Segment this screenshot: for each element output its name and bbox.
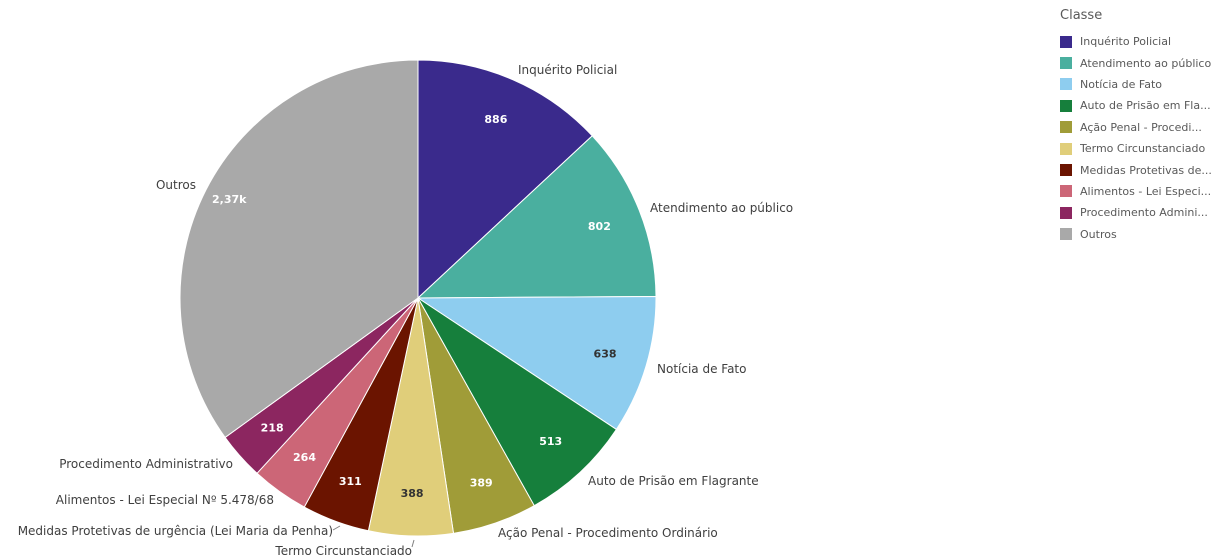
legend-item-termo-circunstanciado[interactable]: Termo Circunstanciado xyxy=(1060,138,1219,159)
legend-title: Classe xyxy=(1060,8,1103,23)
legend-swatch xyxy=(1060,164,1072,177)
category-label-inquerito-policial: Inquérito Policial xyxy=(518,63,617,77)
legend-label: Outros xyxy=(1080,227,1117,241)
legend-swatch xyxy=(1060,99,1072,112)
legend-swatch xyxy=(1060,206,1072,219)
value-label-auto-de-prisao-em-flagrante: 513 xyxy=(539,435,562,448)
legend-item-alimentos-lei-especial-n-5-478-68[interactable]: Alimentos - Lei Especi... xyxy=(1060,181,1219,202)
category-label-procedimento-administrativo: Procedimento Administrativo xyxy=(59,457,233,471)
legend-label: Atendimento ao público xyxy=(1080,56,1212,70)
legend-items: Inquérito Policial Atendimento ao público… xyxy=(1060,31,1219,245)
legend-swatch xyxy=(1060,121,1072,134)
legend: Classe Inquérito Policial Atendimento ao … xyxy=(1060,8,1219,245)
pie-slice-atendimento-ao-publico[interactable] xyxy=(416,135,657,299)
value-label-alimentos-lei-especial-n-5-478-68: 264 xyxy=(293,451,316,464)
category-label-medidas-protetivas-de-urgencia-lei-maria-da-penha: Medidas Protetivas de urgência (Lei Mari… xyxy=(18,524,333,538)
category-label-outros: Outros xyxy=(156,178,196,192)
value-label-procedimento-administrativo: 218 xyxy=(261,422,284,435)
value-label-inquerito-policial: 886 xyxy=(484,113,507,126)
pie-slice-noticia-de-fato[interactable] xyxy=(416,296,657,431)
legend-swatch xyxy=(1060,142,1072,155)
legend-label: Ação Penal - Procedi... xyxy=(1080,120,1202,134)
value-label-outros: 2,37k xyxy=(212,193,247,206)
legend-item-outros[interactable]: Outros xyxy=(1060,224,1219,245)
legend-item-inquerito-policial[interactable]: Inquérito Policial xyxy=(1060,31,1219,52)
category-label-noticia-de-fato: Notícia de Fato xyxy=(657,362,746,376)
legend-label: Alimentos - Lei Especi... xyxy=(1080,184,1212,198)
value-label-atendimento-ao-publico: 802 xyxy=(588,220,611,233)
pie-slice-auto-de-prisao-em-flagrante[interactable] xyxy=(417,297,618,507)
legend-swatch xyxy=(1060,185,1072,198)
legend-swatch xyxy=(1060,78,1072,91)
pie-slice-outros[interactable] xyxy=(179,59,419,439)
value-label-termo-circunstanciado: 388 xyxy=(401,487,424,500)
legend-swatch xyxy=(1060,35,1072,48)
legend-label: Notícia de Fato xyxy=(1080,77,1163,91)
category-label-auto-de-prisao-em-flagrante: Auto de Prisão em Flagrante xyxy=(588,474,759,488)
value-label-medidas-protetivas-de-urgencia-lei-maria-da-penha: 311 xyxy=(339,475,362,488)
pie-slice-inquerito-policial[interactable] xyxy=(417,59,593,300)
legend-label: Auto de Prisão em Fla... xyxy=(1080,99,1211,113)
legend-label: Termo Circunstanciado xyxy=(1080,142,1206,156)
legend-swatch xyxy=(1060,228,1072,241)
legend-item-atendimento-ao-publico[interactable]: Atendimento ao público xyxy=(1060,52,1219,73)
legend-item-noticia-de-fato[interactable]: Notícia de Fato xyxy=(1060,74,1219,95)
legend-label: Medidas Protetivas de... xyxy=(1080,163,1212,177)
legend-swatch xyxy=(1060,57,1072,70)
leader-line-medidas-protetivas-de-urgencia-lei-maria-da-penha xyxy=(332,525,341,531)
legend-item-auto-de-prisao-em-flagrante[interactable]: Auto de Prisão em Fla... xyxy=(1060,95,1219,116)
legend-label: Procedimento Admini... xyxy=(1080,206,1208,220)
legend-label: Inquérito Policial xyxy=(1080,35,1172,49)
legend-item-medidas-protetivas-de-urgencia-lei-maria-da-penha[interactable]: Medidas Protetivas de... xyxy=(1060,159,1219,180)
category-label-alimentos-lei-especial-n-5-478-68: Alimentos - Lei Especial Nº 5.478/68 xyxy=(56,493,274,507)
leader-line-termo-circunstanciado xyxy=(411,539,415,548)
category-label-termo-circunstanciado: Termo Circunstanciado xyxy=(274,544,412,558)
category-label-atendimento-ao-publico: Atendimento ao público xyxy=(650,201,793,215)
legend-item-procedimento-administrativo[interactable]: Procedimento Admini... xyxy=(1060,202,1219,223)
legend-item-acao-penal-procedimento-ordinario[interactable]: Ação Penal - Procedi... xyxy=(1060,117,1219,138)
value-label-noticia-de-fato: 638 xyxy=(594,348,617,361)
category-label-acao-penal-procedimento-ordinario: Ação Penal - Procedimento Ordinário xyxy=(498,526,718,540)
value-label-acao-penal-procedimento-ordinario: 389 xyxy=(470,477,493,490)
